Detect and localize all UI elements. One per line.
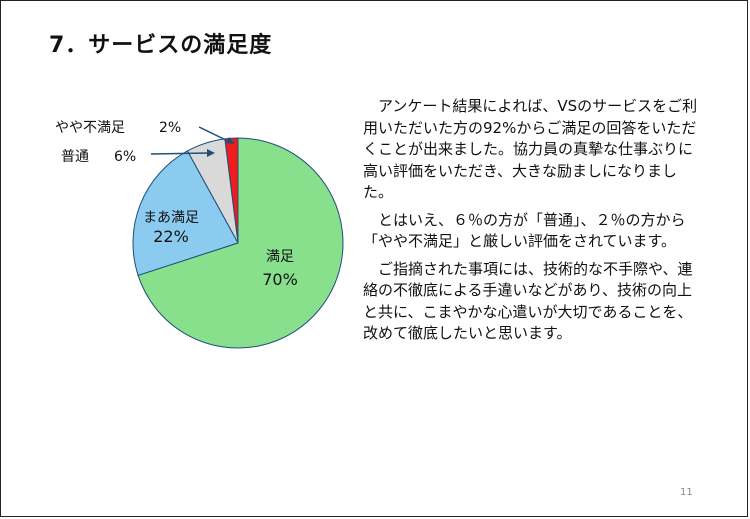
slice-manzoku bbox=[137, 137, 344, 349]
slide-title: 7．サービスの満足度 bbox=[49, 33, 273, 58]
leader-line-yayafumanzoku bbox=[198, 126, 231, 143]
label-yayafumanzoku-value: 2% bbox=[159, 120, 181, 136]
page-number: 11 bbox=[680, 487, 693, 498]
leader-line-futsu bbox=[150, 152, 210, 155]
label-futsu-category: 普通 bbox=[61, 149, 89, 165]
body-paragraph-3: ご指摘された事項には、技術的な不手際や、連絡の不徹底による手違いなどがあり、技術… bbox=[363, 259, 693, 343]
label-maamanzoku-category: まあ満足 bbox=[143, 210, 199, 226]
body-paragraph-1: アンケート結果によれば、VSのサービスをご利用いただいた方の92%からご満足の回… bbox=[363, 97, 698, 201]
leader-arrow-futsu bbox=[207, 149, 215, 157]
label-futsu-value: 6% bbox=[114, 149, 136, 165]
leader-arrow-yayafumanzoku bbox=[226, 137, 235, 144]
label-maamanzoku-value: 22% bbox=[153, 227, 189, 246]
slice-maamanzoku bbox=[132, 150, 239, 277]
label-yayafumanzoku-category: やや不満足 bbox=[55, 120, 125, 136]
body-text: アンケート結果によれば、VSのサービスをご利用いただいた方の92%からご満足の回… bbox=[363, 96, 698, 351]
label-manzoku-category: 満足 bbox=[266, 249, 294, 265]
label-manzoku-value: 70% bbox=[262, 270, 298, 289]
body-paragraph-2: とはいえ、６％の方が「普通」、２％の方から「やや不満足」と厳しい評価をされていま… bbox=[363, 210, 686, 251]
satisfaction-pie-chart: やや不満足 2% 普通 6% まあ満足 22% 満足 70% bbox=[55, 120, 344, 349]
